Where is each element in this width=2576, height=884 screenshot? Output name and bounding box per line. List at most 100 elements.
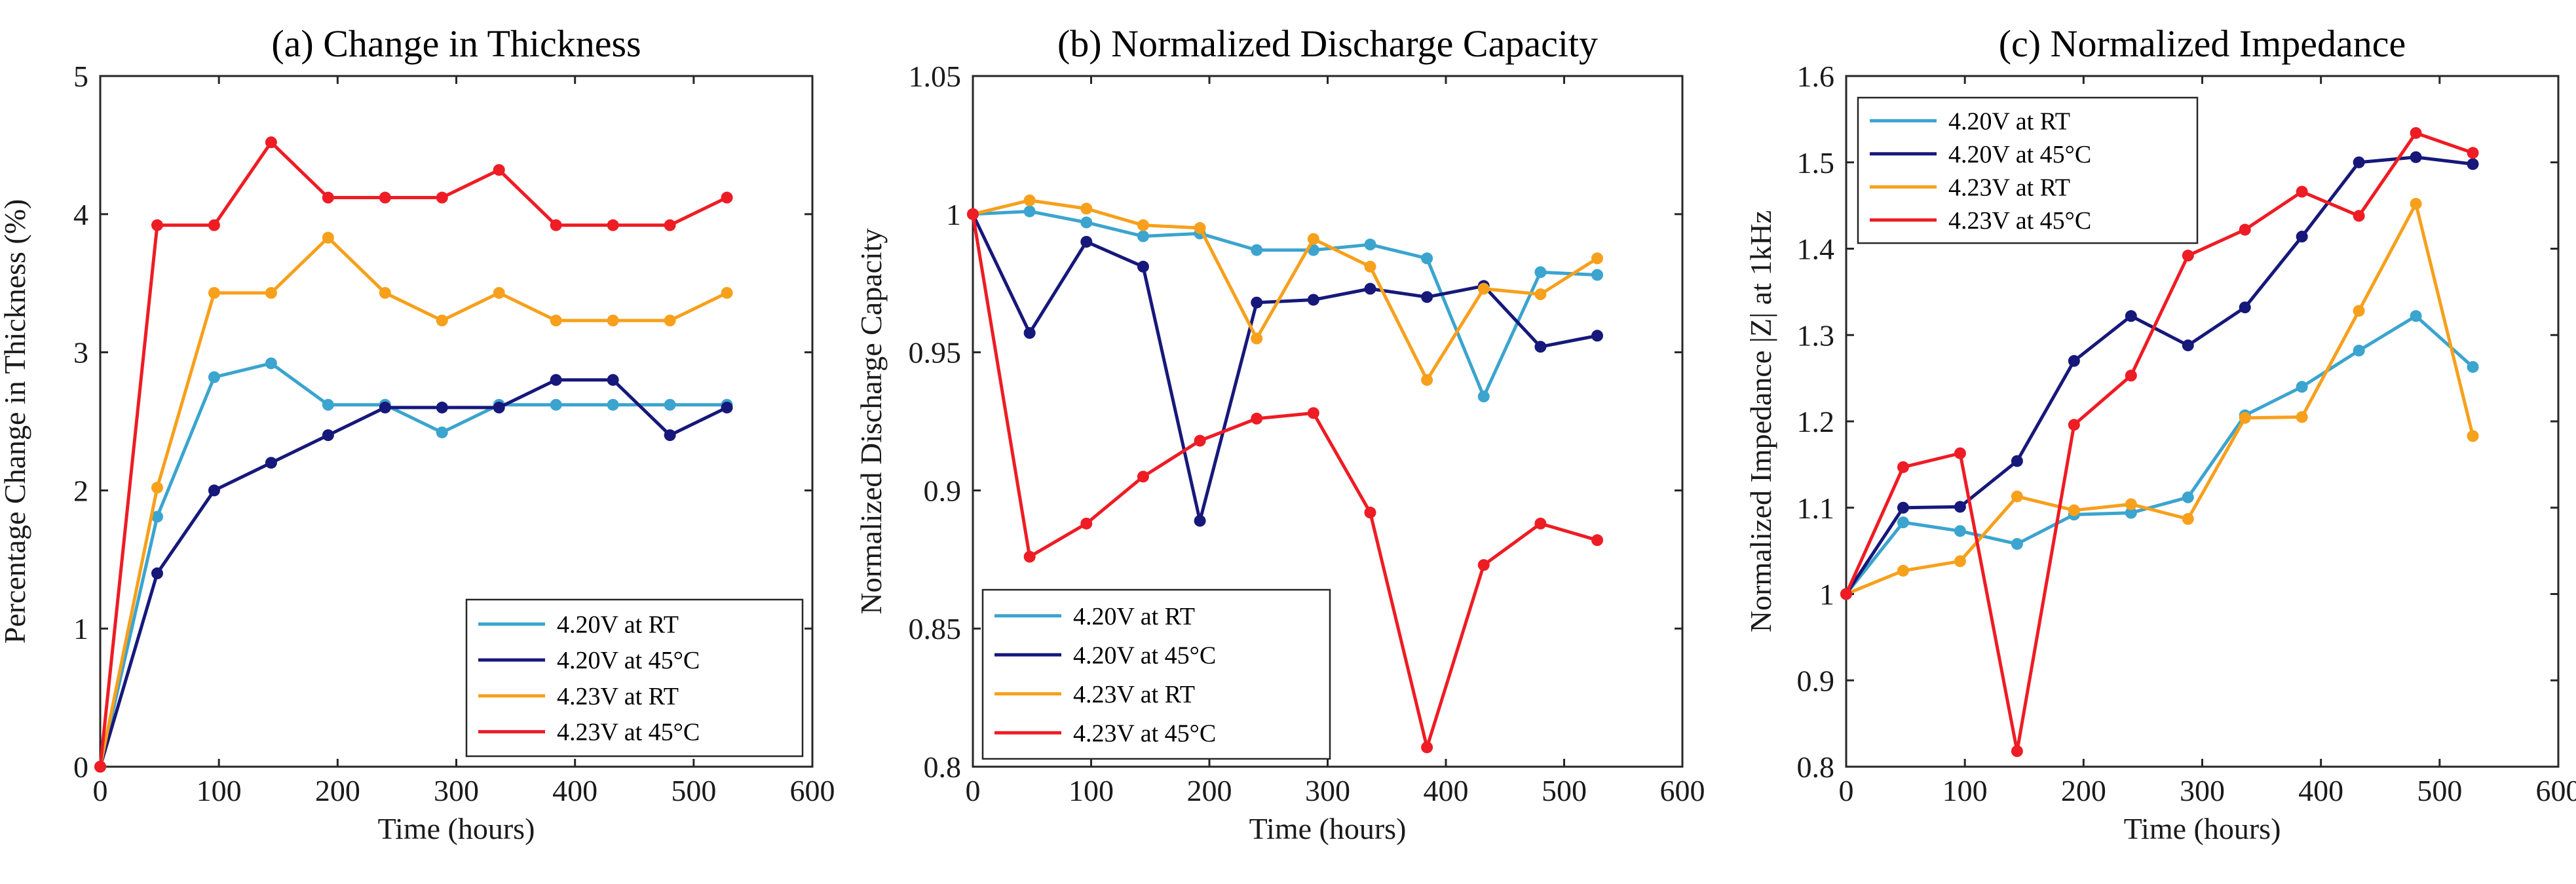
- data-point: [1080, 202, 1093, 215]
- data-point: [1251, 296, 1263, 309]
- data-point: [208, 484, 220, 497]
- y-tick-label: 0.8: [1797, 750, 1835, 784]
- data-point: [607, 374, 619, 386]
- data-point: [1364, 260, 1376, 273]
- chart-title: (a) Change in Thickness: [271, 22, 641, 65]
- data-point: [379, 191, 391, 204]
- data-point: [1421, 374, 1433, 386]
- series-line-2: [98, 378, 728, 767]
- data-point: [967, 208, 979, 220]
- legend: 4.20V at RT 4.20V at 45°C 4.23V at RT 4.23V…: [465, 598, 804, 758]
- data-point: [1194, 221, 1206, 234]
- data-point: [1364, 239, 1376, 251]
- data-point: [2068, 355, 2080, 367]
- data-point: [1137, 471, 1149, 483]
- data-point: [2239, 223, 2251, 236]
- x-tick-label: 400: [1424, 774, 1469, 807]
- data-point: [1954, 555, 1966, 567]
- data-point: [1080, 235, 1093, 248]
- data-point: [1307, 407, 1319, 419]
- data-point: [1421, 252, 1433, 265]
- legend-entry: 4.23V at 45°C: [557, 719, 700, 746]
- legend-entry: 4.23V at RT: [1073, 681, 1195, 708]
- legend-entry: 4.23V at 45°C: [1948, 207, 2091, 235]
- series-line-2: [1844, 155, 2473, 595]
- data-point: [1534, 288, 1547, 301]
- y-tick-label: 1.05: [909, 60, 962, 93]
- data-point: [664, 398, 676, 411]
- y-axis-label: Normalized Impedance |Z| at 1kHz: [1744, 210, 1777, 632]
- y-tick-label: 0.9: [1797, 664, 1835, 697]
- x-tick-label: 300: [434, 774, 479, 807]
- data-point: [1023, 194, 1036, 206]
- data-point: [1954, 501, 1966, 513]
- data-point: [379, 401, 391, 413]
- data-point: [607, 219, 619, 231]
- data-point: [2353, 344, 2365, 356]
- x-axis-label: Time (hours): [378, 812, 535, 845]
- data-point: [721, 401, 733, 413]
- data-point: [493, 164, 505, 176]
- x-tick-label: 200: [1187, 774, 1232, 807]
- x-tick-label: 400: [2298, 774, 2343, 807]
- x-axis-label: Time (hours): [1249, 812, 1407, 845]
- data-point: [550, 398, 562, 411]
- y-tick-label: 5: [73, 60, 88, 93]
- data-point: [1954, 525, 1966, 537]
- data-point: [2182, 512, 2194, 525]
- x-tick-label: 400: [552, 774, 597, 807]
- data-point: [2353, 305, 2365, 317]
- x-tick-label: 500: [1542, 774, 1587, 807]
- data-point: [1251, 244, 1263, 256]
- data-point: [322, 231, 334, 244]
- legend-entry: 4.20V at RT: [1073, 603, 1195, 630]
- series-line-1: [1845, 314, 2474, 596]
- data-point: [151, 567, 163, 579]
- x-tick-label: 600: [1660, 774, 1705, 807]
- data-point: [1591, 330, 1604, 342]
- data-point: [151, 510, 163, 523]
- chart-panel-1: (a) Change in Thickness 0 100 200 300 400 500 6…: [0, 22, 835, 845]
- data-point: [436, 401, 448, 413]
- data-point: [265, 357, 277, 370]
- data-point: [322, 191, 334, 204]
- data-point: [2011, 455, 2023, 467]
- data-point: [1534, 266, 1547, 279]
- y-tick-label: 1.6: [1797, 60, 1835, 93]
- legend: 4.20V at RT 4.20V at 45°C 4.23V at RT 4.23V…: [1857, 96, 2199, 244]
- data-point: [265, 286, 277, 299]
- series-line-4: [971, 214, 1598, 749]
- data-point: [208, 286, 220, 299]
- x-tick-label: 200: [315, 774, 360, 807]
- data-point: [2410, 126, 2422, 139]
- series-line-1: [972, 210, 1598, 398]
- data-point: [2353, 156, 2365, 168]
- data-point: [2011, 490, 2023, 503]
- legend-entry: 4.20V at RT: [557, 611, 679, 638]
- data-point: [1591, 534, 1604, 547]
- data-point: [2296, 231, 2308, 243]
- data-point: [208, 219, 220, 231]
- data-point: [1421, 291, 1433, 303]
- legend-entry: 4.23V at 45°C: [1073, 720, 1216, 747]
- data-point: [2125, 370, 2137, 382]
- y-tick-label: 1.2: [1797, 405, 1835, 438]
- data-point: [2125, 498, 2137, 510]
- y-axis-label: Normalized Discharge Capacity: [854, 228, 888, 614]
- y-tick-label: 1: [946, 198, 961, 231]
- data-point: [550, 315, 562, 327]
- data-point: [2467, 360, 2479, 373]
- x-tick-label: 600: [790, 774, 835, 807]
- data-point: [151, 219, 163, 231]
- data-point: [1194, 434, 1206, 447]
- data-point: [2467, 430, 2479, 442]
- data-point: [2296, 185, 2308, 198]
- data-point: [2011, 745, 2023, 758]
- data-point: [1194, 514, 1206, 527]
- legend-entry: 4.20V at 45°C: [1073, 642, 1216, 669]
- y-tick-label: 1.5: [1797, 146, 1835, 180]
- legend: 4.20V at RT 4.20V at 45°C 4.23V at RT 4.23V…: [981, 588, 1331, 760]
- data-point: [1897, 461, 1909, 473]
- data-point: [436, 426, 448, 438]
- data-point: [2239, 412, 2251, 424]
